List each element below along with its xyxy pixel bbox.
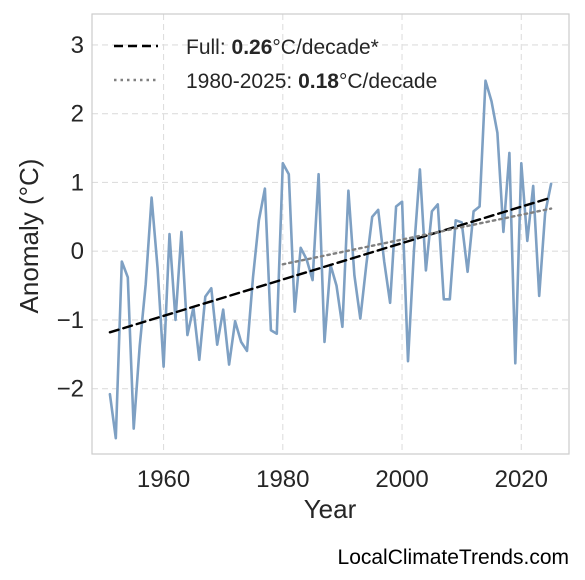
y-tick-label: 1 xyxy=(71,169,84,196)
legend-label-full: Full: 0.26°C/decade* xyxy=(186,36,379,59)
y-tick-label: 3 xyxy=(71,32,84,59)
legend: Full: 0.26°C/decade* 1980-2025: 0.18°C/d… xyxy=(114,36,437,93)
full-trend-line xyxy=(108,196,553,334)
x-axis-title: Year xyxy=(304,494,357,524)
source-credit: LocalClimateTrends.com xyxy=(337,546,569,569)
y-tick-label: −1 xyxy=(57,307,84,334)
series-layer xyxy=(108,79,553,440)
x-tick-label: 1980 xyxy=(256,466,309,493)
tick-labels: 1960 1980 2000 2020 −2 −1 0 1 2 3 xyxy=(57,32,548,493)
y-tick-label: 2 xyxy=(71,101,84,128)
y-axis-title: Anomaly (°C) xyxy=(14,159,44,314)
y-tick-label: 0 xyxy=(71,238,84,265)
y-tick-label: −2 xyxy=(57,376,84,403)
plot-frame xyxy=(91,13,570,455)
legend-label-recent: 1980-2025: 0.18°C/decade xyxy=(186,70,437,93)
x-tick-label: 2000 xyxy=(375,466,428,493)
x-tick-label: 2020 xyxy=(495,466,548,493)
x-tick-label: 1960 xyxy=(137,466,190,493)
plot-background xyxy=(92,14,569,454)
recent-trend-line xyxy=(281,207,553,266)
